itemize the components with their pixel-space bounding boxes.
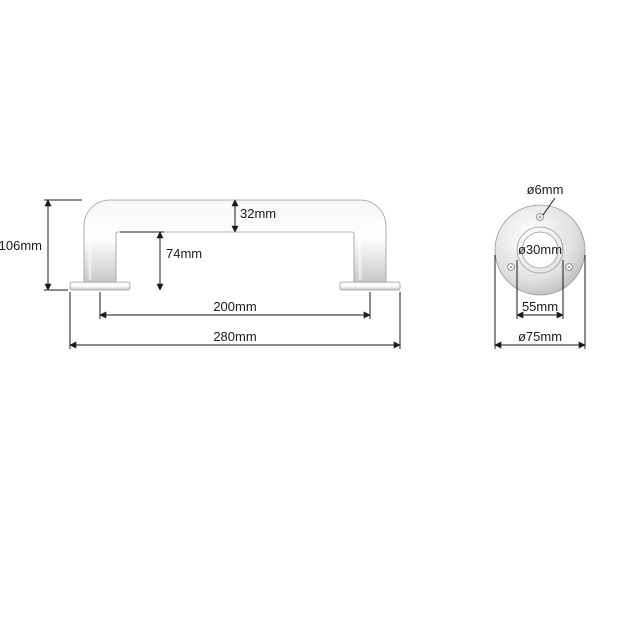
dim-label: 200mm	[213, 299, 256, 314]
flange-left	[70, 282, 130, 290]
dim-label: 55mm	[522, 299, 558, 314]
dim-label: ø75mm	[518, 329, 562, 344]
dim-label: 106mm	[0, 238, 42, 253]
dim-label: ø30mm	[518, 242, 562, 257]
dim-label: 32mm	[240, 206, 276, 221]
flange-right	[340, 282, 400, 290]
dim-label: 280mm	[213, 329, 256, 344]
dim-label: 74mm	[166, 246, 202, 261]
dim-label: ø6mm	[527, 182, 564, 197]
